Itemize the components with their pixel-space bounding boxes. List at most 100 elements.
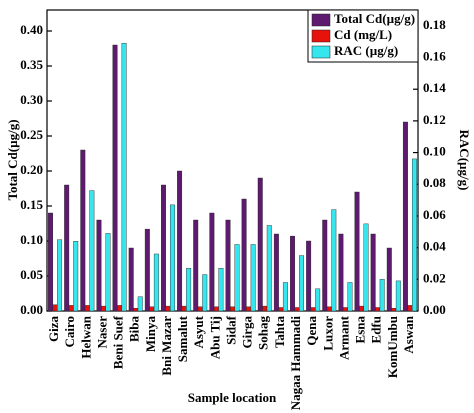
bar [153, 253, 159, 312]
y-tick-label: 0.40 [20, 22, 43, 37]
bar [117, 305, 123, 312]
bar [64, 184, 70, 312]
bar [89, 190, 95, 312]
x-tick-label: Sohag [256, 316, 271, 350]
legend-swatch [311, 29, 331, 43]
bar [161, 184, 166, 312]
y2-tick-label: 0.02 [423, 270, 446, 285]
bar [170, 204, 175, 312]
bar [322, 219, 328, 312]
x-tick-label: Esna [353, 316, 368, 344]
x-tick-label: Minya [143, 316, 158, 353]
bar [96, 219, 102, 312]
y2-tick-label: 0.00 [423, 302, 446, 317]
bar [209, 212, 215, 312]
bar [193, 219, 199, 312]
bar [112, 44, 118, 312]
y-tick-label: 0.30 [20, 92, 43, 107]
x-tick-label: Luxor [320, 316, 335, 351]
bar [80, 149, 86, 312]
y-tick-label: 0.35 [20, 57, 43, 72]
bar [165, 305, 171, 312]
legend-label: Total Cd(µg/g) [334, 11, 415, 26]
y-axis-label: Total Cd(µg/g) [5, 119, 20, 200]
y-tick-label: 0.10 [20, 232, 43, 247]
bar [257, 177, 263, 312]
bar [57, 239, 63, 312]
y-tick-label: 0.15 [20, 197, 43, 212]
bar [359, 305, 365, 312]
x-tick-label: Abu Tij [207, 316, 222, 359]
bar [84, 305, 90, 312]
y2-tick-label: 0.04 [423, 239, 446, 254]
x-tick-label: KomUmbu [385, 316, 400, 378]
x-tick-label: Naser [94, 316, 109, 349]
y2-tick-label: 0.10 [423, 144, 446, 159]
bar [411, 158, 417, 312]
bar [128, 247, 134, 312]
bar [294, 307, 300, 312]
bar [375, 307, 381, 312]
bar [177, 170, 183, 312]
bar [306, 240, 312, 312]
y2-tick-label: 0.08 [423, 175, 446, 190]
bar [347, 282, 353, 312]
bar [133, 308, 139, 312]
y2-tick-label: 0.06 [423, 207, 446, 222]
x-tick-label: Edfu [369, 316, 384, 343]
bar [402, 121, 408, 312]
x-tick-label: Girga [240, 316, 255, 349]
y-tick-label: 0.20 [20, 162, 43, 177]
bar [100, 305, 106, 312]
y2-tick-label: 0.12 [423, 112, 446, 127]
bar [52, 304, 58, 312]
bar [230, 306, 235, 312]
bar [315, 288, 321, 312]
y-tick-label: 0.25 [20, 127, 43, 142]
x-axis-label: Sample location [188, 390, 277, 405]
bar [197, 306, 203, 312]
bar [273, 233, 279, 312]
legend-label: RAC (µg/g) [334, 43, 398, 58]
x-tick-label: Cairo [62, 316, 77, 348]
x-tick-label: Biba [127, 316, 142, 343]
x-tick-label: Tahta [272, 316, 287, 349]
y-tick-label: 0.05 [20, 267, 43, 282]
x-tick-label: Sidaf [223, 315, 238, 345]
bar [48, 212, 54, 312]
y2-axis-label: RAC(µg/g) [457, 130, 472, 191]
bar [299, 255, 304, 312]
bar [370, 233, 376, 312]
x-tick-label: Giza [46, 316, 61, 342]
bar [234, 244, 240, 312]
bar [282, 282, 288, 312]
x-tick-label: Asyut [191, 315, 206, 348]
bar [241, 198, 247, 312]
bar [326, 306, 332, 312]
x-tick-label: Qena [304, 316, 319, 346]
x-tick-label: Armant [336, 315, 351, 360]
x-tick-label: Samalut [175, 315, 190, 362]
bar [68, 305, 74, 312]
bar [73, 241, 79, 312]
bar [149, 306, 155, 312]
x-tick-label: Helwan [78, 315, 93, 358]
legend-swatch [311, 13, 331, 27]
bar [310, 307, 316, 312]
bar [213, 306, 219, 312]
bar [363, 223, 369, 312]
y2-tick-label: 0.18 [423, 17, 446, 32]
bar [105, 233, 111, 312]
bar [144, 228, 150, 312]
bar [186, 268, 192, 312]
bar [225, 219, 231, 312]
x-tick-label: Nagaa Hammadi [288, 316, 303, 411]
y-tick-label: 0.00 [20, 302, 43, 317]
y2-tick-label: 0.16 [423, 49, 446, 64]
x-tick-label: Aswan [401, 315, 416, 353]
bar [202, 274, 208, 312]
bar [331, 209, 337, 312]
bar [290, 235, 295, 312]
bar [246, 306, 252, 312]
